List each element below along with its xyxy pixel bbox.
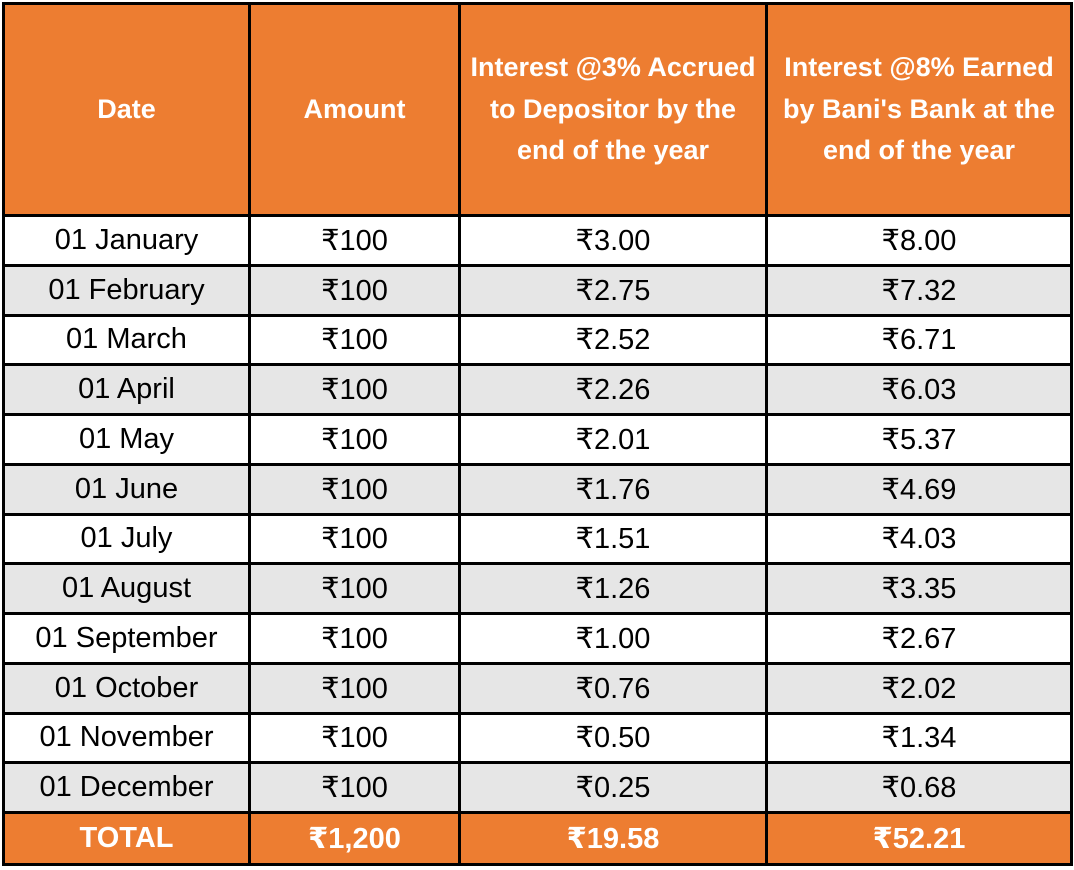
date-cell: 01 August [2, 562, 251, 615]
date-cell: 01 November [2, 711, 251, 765]
table-row: 01 October ₹100 ₹0.76 ₹2.02 [2, 661, 1073, 715]
total-interest3-cell: ₹19.58 [458, 811, 768, 866]
amount-cell: ₹100 [248, 363, 461, 416]
interest8-cell: ₹4.03 [765, 512, 1073, 566]
amount-cell: ₹100 [248, 562, 461, 615]
amount-cell: ₹100 [248, 313, 461, 367]
interest8-cell: ₹8.00 [765, 214, 1073, 267]
amount-cell: ₹100 [248, 612, 461, 665]
total-row: TOTAL ₹1,200 ₹19.58 ₹52.21 [2, 811, 1073, 866]
interest8-cell: ₹6.03 [765, 363, 1073, 416]
interest8-cell: ₹0.68 [765, 761, 1073, 814]
interest3-cell: ₹2.26 [458, 363, 768, 416]
amount-cell: ₹100 [248, 413, 461, 466]
interest3-cell: ₹2.01 [458, 413, 768, 466]
date-cell: 01 July [2, 512, 251, 566]
table-row: 01 January ₹100 ₹3.00 ₹8.00 [2, 214, 1073, 267]
table-row: 01 February ₹100 ₹2.75 ₹7.32 [2, 263, 1073, 317]
amount-cell: ₹100 [248, 263, 461, 317]
interest8-cell: ₹5.37 [765, 413, 1073, 466]
date-cell: 01 January [2, 214, 251, 267]
interest8-cell: ₹4.69 [765, 462, 1073, 516]
interest8-cell: ₹7.32 [765, 263, 1073, 317]
column-header-interest3: Interest @3% Accrued to Depositor by the… [458, 2, 768, 217]
interest8-cell: ₹6.71 [765, 313, 1073, 367]
table-row: 01 April ₹100 ₹2.26 ₹6.03 [2, 363, 1073, 416]
table-row: 01 August ₹100 ₹1.26 ₹3.35 [2, 562, 1073, 615]
date-cell: 01 March [2, 313, 251, 367]
column-header-interest8: Interest @8% Earned by Bani's Bank at th… [765, 2, 1073, 217]
header-row: Date Amount Interest @3% Accrued to Depo… [2, 2, 1073, 217]
interest3-cell: ₹0.50 [458, 711, 768, 765]
table-row: 01 June ₹100 ₹1.76 ₹4.69 [2, 462, 1073, 516]
date-cell: 01 December [2, 761, 251, 814]
total-interest8-cell: ₹52.21 [765, 811, 1073, 866]
interest3-cell: ₹1.26 [458, 562, 768, 615]
table-row: 01 September ₹100 ₹1.00 ₹2.67 [2, 612, 1073, 665]
total-amount-cell: ₹1,200 [248, 811, 461, 866]
interest8-cell: ₹3.35 [765, 562, 1073, 615]
column-header-date: Date [2, 2, 251, 217]
interest3-cell: ₹1.51 [458, 512, 768, 566]
interest3-cell: ₹1.76 [458, 462, 768, 516]
table-row: 01 March ₹100 ₹2.52 ₹6.71 [2, 313, 1073, 367]
interest3-cell: ₹2.52 [458, 313, 768, 367]
date-cell: 01 June [2, 462, 251, 516]
interest8-cell: ₹2.67 [765, 612, 1073, 665]
amount-cell: ₹100 [248, 711, 461, 765]
amount-cell: ₹100 [248, 214, 461, 267]
amount-cell: ₹100 [248, 512, 461, 566]
date-cell: 01 October [2, 661, 251, 715]
table-row: 01 December ₹100 ₹0.25 ₹0.68 [2, 761, 1073, 814]
interest8-cell: ₹1.34 [765, 711, 1073, 765]
table-row: 01 November ₹100 ₹0.50 ₹1.34 [2, 711, 1073, 765]
interest8-cell: ₹2.02 [765, 661, 1073, 715]
amount-cell: ₹100 [248, 761, 461, 814]
date-cell: 01 February [2, 263, 251, 317]
column-header-amount: Amount [248, 2, 461, 217]
interest3-cell: ₹1.00 [458, 612, 768, 665]
interest3-cell: ₹0.25 [458, 761, 768, 814]
table-row: 01 July ₹100 ₹1.51 ₹4.03 [2, 512, 1073, 566]
interest3-cell: ₹2.75 [458, 263, 768, 317]
total-label-cell: TOTAL [2, 811, 251, 866]
interest3-cell: ₹0.76 [458, 661, 768, 715]
amount-cell: ₹100 [248, 661, 461, 715]
table-row: 01 May ₹100 ₹2.01 ₹5.37 [2, 413, 1073, 466]
interest3-cell: ₹3.00 [458, 214, 768, 267]
date-cell: 01 September [2, 612, 251, 665]
date-cell: 01 May [2, 413, 251, 466]
date-cell: 01 April [2, 363, 251, 416]
amount-cell: ₹100 [248, 462, 461, 516]
